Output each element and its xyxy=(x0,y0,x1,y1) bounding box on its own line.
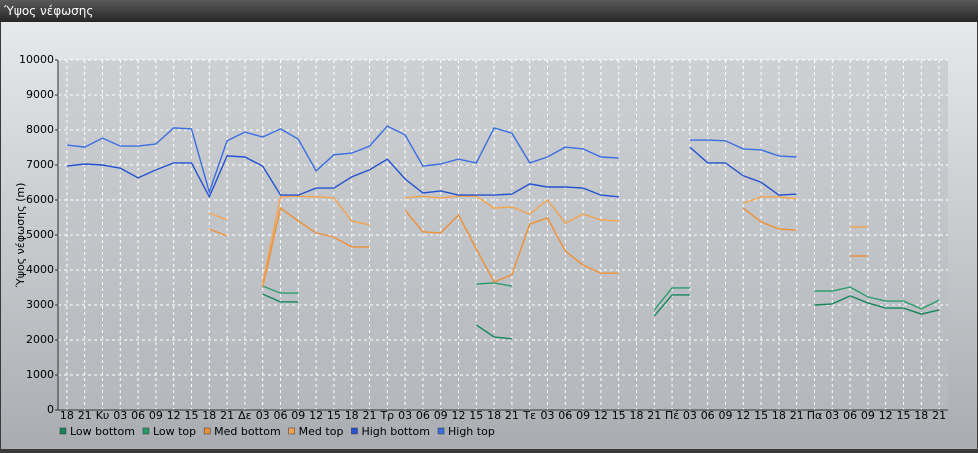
series-line xyxy=(66,125,797,195)
legend-swatch xyxy=(142,427,150,435)
x-tick-label: 18 xyxy=(487,409,501,422)
x-tick-label: 09 xyxy=(861,409,875,422)
x-tick-label: 09 xyxy=(434,409,448,422)
legend-swatch xyxy=(203,427,211,435)
series-line xyxy=(209,206,868,288)
x-tick-label: 21 xyxy=(932,409,946,422)
x-tick-label: 06 xyxy=(558,409,572,422)
x-tick-label: 15 xyxy=(327,409,341,422)
x-tick-label: 21 xyxy=(505,409,519,422)
x-tick-label: 18 xyxy=(630,409,644,422)
x-tick-label: 06 xyxy=(131,409,145,422)
x-tick-label: Πα xyxy=(807,409,823,422)
y-axis-label: Ύψος νέφωσης (m) xyxy=(14,183,27,289)
x-tick-label: 03 xyxy=(541,409,555,422)
x-tick-label: 21 xyxy=(363,409,377,422)
legend-label: Med bottom xyxy=(214,425,281,438)
legend-label: High bottom xyxy=(361,425,430,438)
x-tick-label: 03 xyxy=(113,409,127,422)
series-line xyxy=(262,282,940,311)
x-tick-label: 03 xyxy=(825,409,839,422)
x-tick-label: 18 xyxy=(345,409,359,422)
x-tick-label: 03 xyxy=(256,409,270,422)
x-tick-label: 09 xyxy=(576,409,590,422)
x-tick-label: 12 xyxy=(452,409,466,422)
panel: Ύψος νέφωσης (m) 0 1000 2000 3000 4000 5000 60… xyxy=(1,22,977,449)
legend-swatch xyxy=(288,427,295,435)
series-line xyxy=(262,293,940,340)
y-tick-label: 8000 xyxy=(26,123,54,136)
x-tick-label: 06 xyxy=(274,409,288,422)
x-tick-label: 12 xyxy=(879,409,893,422)
x-tick-label: 09 xyxy=(149,409,163,422)
x-tick-label: 21 xyxy=(790,409,804,422)
series-line xyxy=(66,146,797,199)
x-tick-label: 12 xyxy=(167,409,181,422)
legend-label: High top xyxy=(448,425,495,438)
window-title: Ύψος νέφωσης xyxy=(0,0,978,22)
x-tick-label: 18 xyxy=(772,409,786,422)
y-tick-label: 9000 xyxy=(26,88,54,101)
x-tick-label: 18 xyxy=(202,409,216,422)
y-tick-label: 10000 xyxy=(19,53,54,66)
y-tick-label: 3000 xyxy=(26,298,54,311)
y-tick-label: 6000 xyxy=(26,193,54,206)
x-tick-label: 15 xyxy=(897,409,911,422)
x-tick-label: 09 xyxy=(291,409,305,422)
x-tick-label: 06 xyxy=(416,409,430,422)
x-tick-label: 21 xyxy=(647,409,661,422)
y-tick-label: 5000 xyxy=(26,228,54,241)
x-tick-label: 15 xyxy=(754,409,768,422)
legend-swatch xyxy=(351,427,358,435)
x-tick-label: 21 xyxy=(78,409,92,422)
legend-swatch xyxy=(437,427,445,435)
x-tick-label: 18 xyxy=(914,409,928,422)
x-tick-label: 06 xyxy=(843,409,857,422)
x-tick-label: 15 xyxy=(612,409,626,422)
x-tick-label: 03 xyxy=(398,409,412,422)
x-tick-label: 06 xyxy=(701,409,715,422)
y-tick-label: 1000 xyxy=(26,368,54,381)
legend-swatch xyxy=(59,427,67,435)
y-tick-label: 4000 xyxy=(26,263,54,276)
x-tick-label: 12 xyxy=(594,409,608,422)
x-tick-label: 18 xyxy=(60,409,74,422)
x-tick-label: Πέ xyxy=(665,409,679,422)
x-tick-label: 09 xyxy=(719,409,733,422)
x-tick-label: Τρ xyxy=(379,409,394,422)
y-tick-label: 0 xyxy=(47,403,54,416)
x-tick-label: 12 xyxy=(736,409,750,422)
x-tick-label: Κυ xyxy=(96,409,110,422)
legend-label: Low bottom xyxy=(70,425,135,438)
x-tick-label: 12 xyxy=(309,409,323,422)
legend-label: Med top xyxy=(299,425,344,438)
x-tick-label: 21 xyxy=(220,409,234,422)
y-tick-label: 2000 xyxy=(26,333,54,346)
y-tick-label: 7000 xyxy=(26,158,54,171)
x-tick-label: 03 xyxy=(683,409,697,422)
x-tick-label: 15 xyxy=(469,409,483,422)
x-tick-label: Δε xyxy=(238,409,252,422)
x-tick-label: 15 xyxy=(185,409,199,422)
x-tick-label: Τε xyxy=(522,409,536,422)
legend-label: Low top xyxy=(153,425,196,438)
series-line xyxy=(209,195,868,284)
chart: Ύψος νέφωσης (m) 0 1000 2000 3000 4000 5000 60… xyxy=(14,53,948,438)
